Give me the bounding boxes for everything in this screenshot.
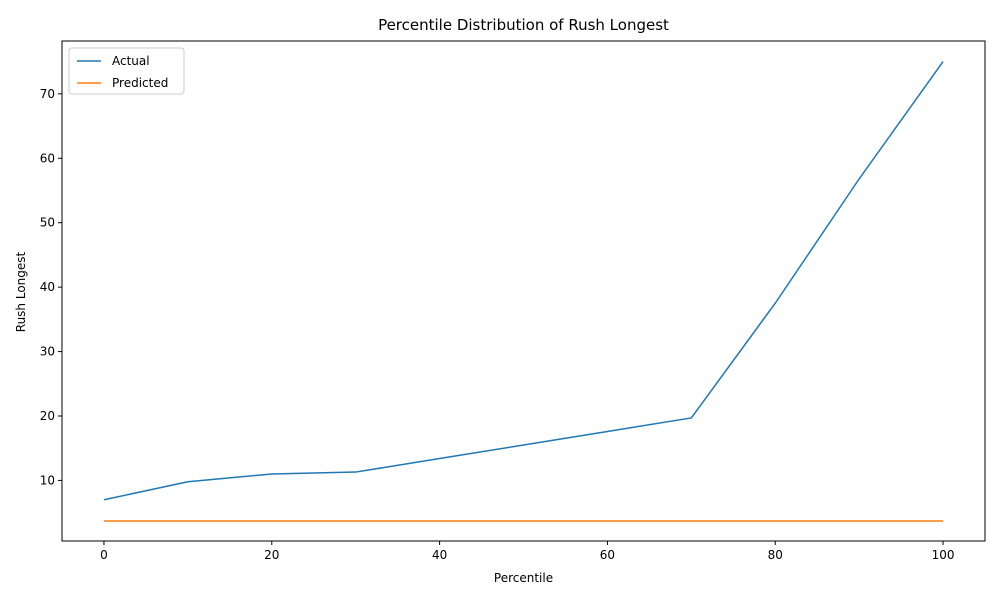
legend-label: Actual <box>112 54 150 68</box>
chart-title: Percentile Distribution of Rush Longest <box>378 16 669 34</box>
x-tick-label: 60 <box>600 548 615 562</box>
y-tick-label: 30 <box>40 345 55 359</box>
x-axis: 0 20 40 60 80 100 <box>100 541 954 562</box>
y-tick-label: 10 <box>40 473 55 487</box>
y-tick-label: 40 <box>40 280 55 294</box>
y-tick-label: 50 <box>40 216 55 230</box>
x-tick-label: 100 <box>932 548 955 562</box>
legend: Actual Predicted <box>68 47 185 95</box>
x-tick-label: 0 <box>100 548 108 562</box>
x-tick-label: 20 <box>264 548 279 562</box>
y-tick-label: 70 <box>40 87 55 101</box>
series-line-actual <box>103 61 944 501</box>
series-lines <box>103 61 944 522</box>
y-tick-label: 20 <box>40 409 55 423</box>
x-tick-label: 40 <box>432 548 447 562</box>
y-axis-label: Rush Longest <box>14 251 28 332</box>
x-axis-label: Percentile <box>494 571 553 585</box>
plot-frame <box>61 40 986 542</box>
y-tick-label: 60 <box>40 151 55 165</box>
legend-label: Predicted <box>112 76 168 90</box>
y-axis: 10 20 30 40 50 60 70 <box>40 87 62 487</box>
x-tick-label: 80 <box>768 548 783 562</box>
